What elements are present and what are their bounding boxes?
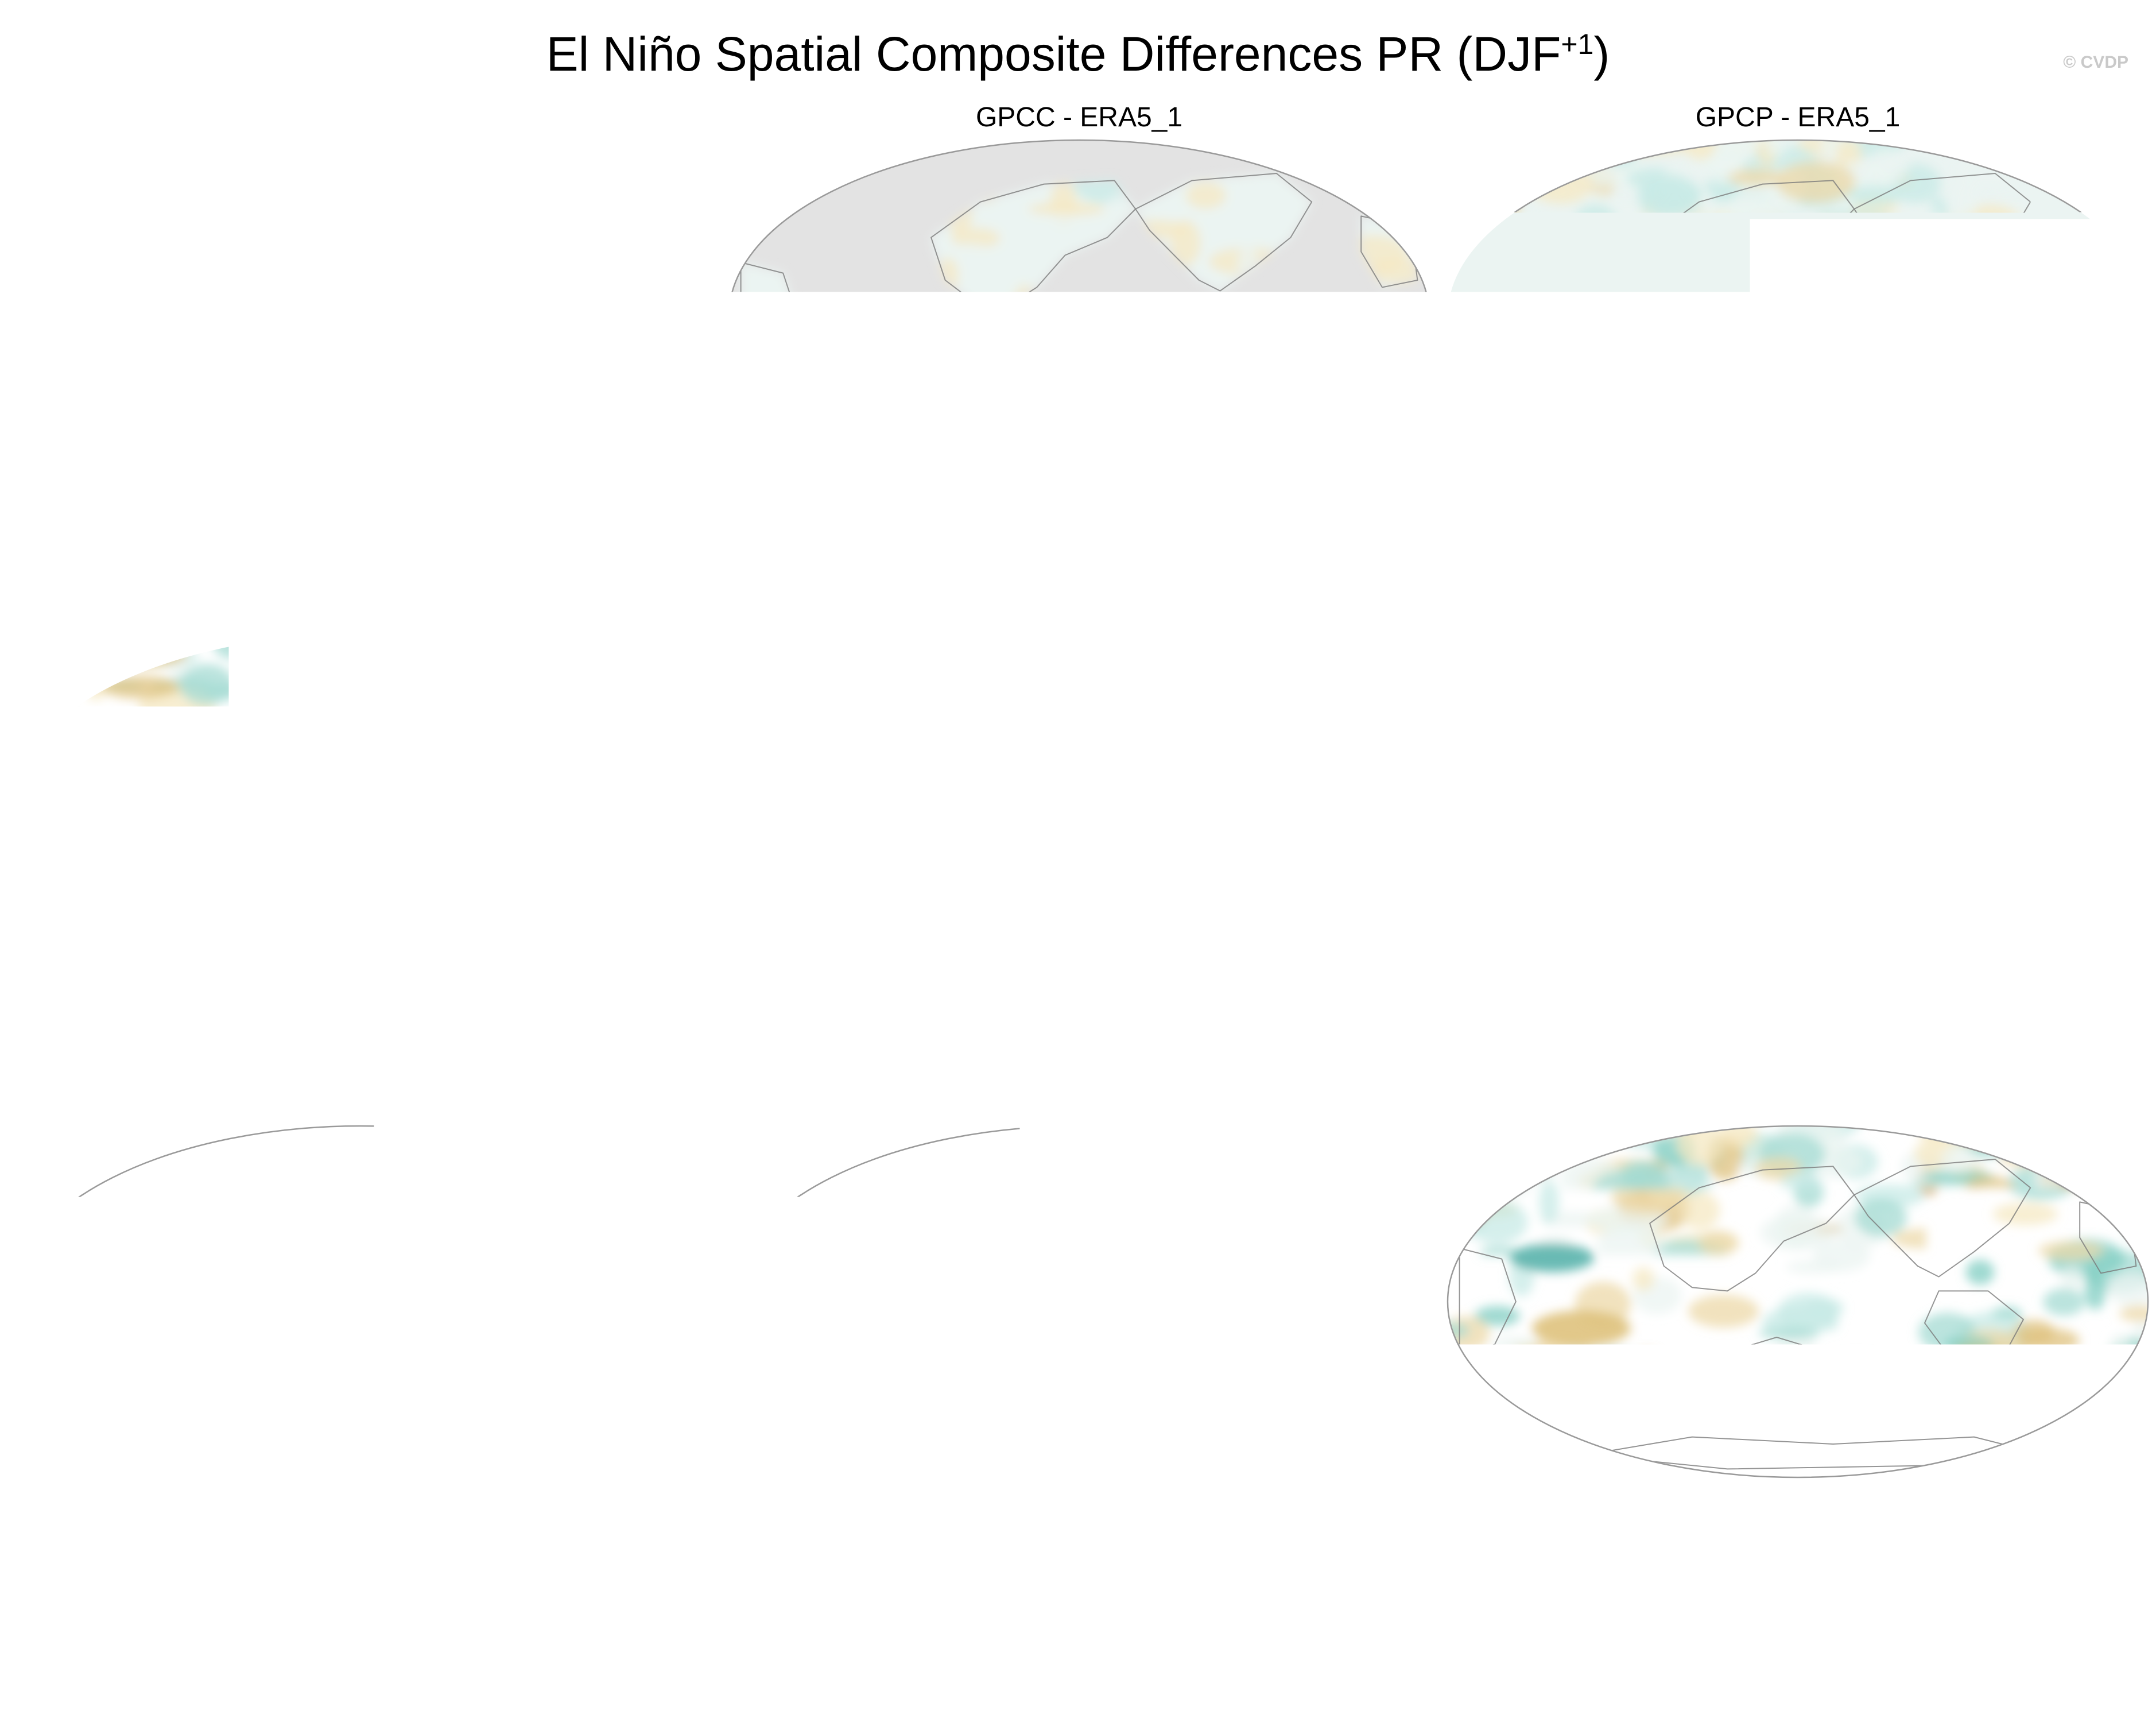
panel-title: CESM3-beta04 BLT1850 116 - ERA5_1 xyxy=(727,593,1432,627)
colorbar-tick-label: -.75 xyxy=(770,1636,829,1675)
copyright-watermark: © CVDP xyxy=(2063,53,2128,72)
colorbar-tick-label: .5 xyxy=(1272,1636,1301,1675)
colorbar-tick-label: 3 xyxy=(1554,1636,1573,1675)
colorbar-tick-label: -1 xyxy=(715,1636,746,1675)
colorbar-swatch xyxy=(1495,1597,1565,1632)
colorbar-swatch xyxy=(383,1597,453,1632)
panel-title: GPCC - ERA5_1 xyxy=(727,100,1432,135)
map-panel xyxy=(8,1124,713,1480)
colorbar-swatch xyxy=(939,1597,1009,1632)
figure-title-close: ) xyxy=(1593,27,1610,81)
colorbar-swatch xyxy=(522,1597,592,1632)
colorbar-swatch xyxy=(1147,1597,1217,1632)
colorbar-swatch xyxy=(800,1597,870,1632)
colorbar-tick-label: 0 xyxy=(1068,1636,1087,1675)
colorbar-swatch xyxy=(1009,1597,1079,1632)
map-panel xyxy=(1445,632,2150,988)
panel-title: CESM3-beta02 BLT1850 104 - ERA5_1 xyxy=(1445,1084,2150,1118)
map-panel xyxy=(1445,138,2150,494)
colorbar-tick-label: 5 xyxy=(1693,1636,1712,1675)
colorbar-tick-label: .1 xyxy=(1133,1636,1162,1675)
colorbar-tick-label: -.1 xyxy=(988,1636,1029,1675)
colorbar-swatch xyxy=(1634,1597,1704,1632)
panel-title: CESM3-beta02 BLT1850 109 - ERA5_1 xyxy=(8,1084,713,1118)
colorbar-swatch xyxy=(1356,1597,1426,1632)
colorbar-swatch xyxy=(1703,1597,1773,1632)
colorbar-tick-label: -2 xyxy=(646,1636,676,1675)
figure-title: El Niño Spatial Composite Differences PR… xyxy=(0,13,2156,86)
map-panel xyxy=(8,632,713,988)
colorbar-tick-label: 2 xyxy=(1485,1636,1504,1675)
colorbar-tick-label: .75 xyxy=(1332,1636,1379,1675)
colorbar-tick-label: .25 xyxy=(1193,1636,1240,1675)
colorbar-swatch xyxy=(1286,1597,1356,1632)
colorbar-swatch xyxy=(1078,1597,1148,1632)
colorbar-swatch xyxy=(592,1597,662,1632)
colorbar-tick-label: -3 xyxy=(576,1636,607,1675)
map-panel xyxy=(727,1124,1432,1480)
colorbar-swatch xyxy=(1425,1597,1495,1632)
colorbar-swatch xyxy=(1217,1597,1287,1632)
figure-title-text: El Niño Spatial Composite Differences PR… xyxy=(546,27,1561,81)
panel-title: CESM3-beta02 BMT1850 104 - ERA5_1 xyxy=(727,1084,1432,1118)
colorbar-tick-label: 4 xyxy=(1624,1636,1643,1675)
colorbar-tick-label: 1 xyxy=(1416,1636,1434,1675)
colorbar-tick-label: -.5 xyxy=(850,1636,890,1675)
colorbar-tick-label: -5 xyxy=(437,1636,468,1675)
map-panel xyxy=(1445,1124,2150,1480)
colorbar-swatch xyxy=(661,1597,731,1632)
panel-title: GPCP - ERA5_1 xyxy=(1445,100,2150,135)
panel-title: CESM3-alpha03d BLT1850 112 - ERA5_1 xyxy=(1445,593,2150,627)
figure-title-superscript: +1 xyxy=(1561,28,1593,60)
colorbar-tick-label: -4 xyxy=(507,1636,537,1675)
colorbar-units-label: mm/day xyxy=(1015,1679,1141,1719)
colorbar-swatch xyxy=(731,1597,801,1632)
colorbar-swatch xyxy=(870,1597,940,1632)
colorbar-tick-label: -.25 xyxy=(909,1636,968,1675)
colorbar-swatch xyxy=(453,1597,523,1632)
panel-title: CESM3-beta04 BLT1850 118 - ERA5_1 xyxy=(8,593,713,627)
colorbar-swatch xyxy=(1564,1597,1634,1632)
map-panel xyxy=(727,138,1432,494)
map-panel xyxy=(727,632,1432,988)
